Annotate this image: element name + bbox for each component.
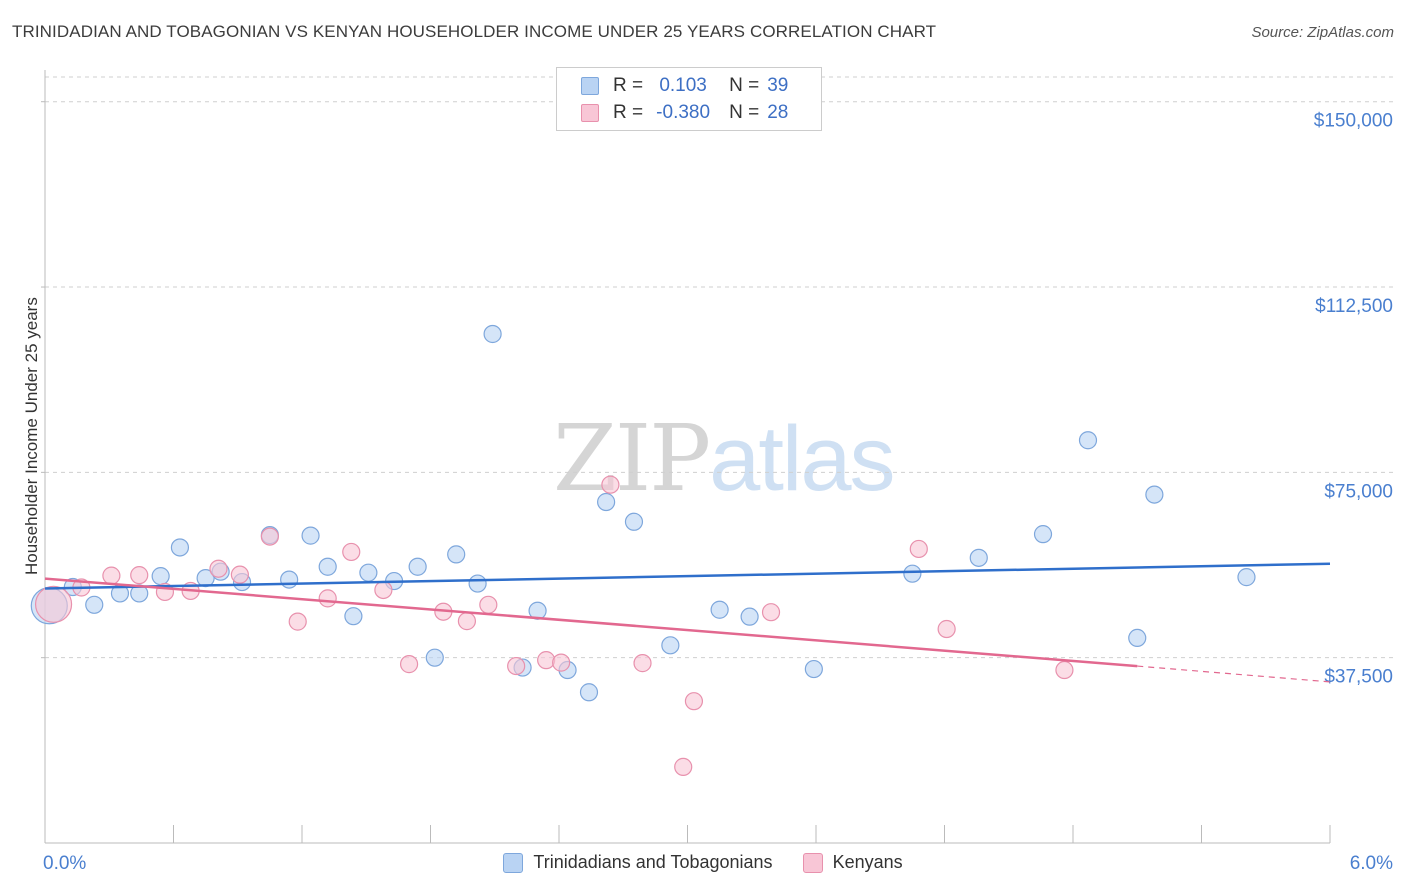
data-point-kenyan bbox=[761, 603, 781, 622]
y-tick-label: $37,500 bbox=[1324, 667, 1393, 688]
data-point-trinidadian bbox=[359, 563, 378, 582]
data-point-trinidadian bbox=[425, 648, 444, 667]
series-name: Trinidadians and Tobagonians bbox=[533, 852, 773, 872]
data-point-trinidadian bbox=[318, 557, 337, 576]
watermark: ZIPatlas bbox=[553, 405, 896, 512]
legend-row-trinidadian: R = 0.103 N = 39 bbox=[581, 72, 788, 100]
data-point-trinidadian bbox=[624, 512, 644, 531]
data-point-trinidadian bbox=[1237, 568, 1256, 587]
data-point-trinidadian bbox=[969, 548, 988, 567]
x-tick-label: 6.0% bbox=[1350, 853, 1393, 874]
data-point-kenyan bbox=[674, 757, 693, 776]
legend-r-value: -0.380 bbox=[656, 102, 711, 123]
series-legend-item-kenyan: Kenyans bbox=[802, 852, 903, 873]
x-tick-label: 0.0% bbox=[43, 853, 86, 874]
data-point-kenyan bbox=[318, 589, 337, 608]
data-point-kenyan bbox=[102, 566, 121, 585]
data-point-trinidadian bbox=[579, 683, 599, 702]
y-tick-label: $112,500 bbox=[1315, 296, 1393, 317]
data-point-kenyan bbox=[399, 655, 419, 674]
legend-row-kenyan: R = -0.380 N = 28 bbox=[581, 99, 788, 127]
data-point-trinidadian bbox=[661, 636, 680, 655]
data-point-trinidadian bbox=[280, 570, 299, 589]
data-point-kenyan bbox=[601, 475, 620, 494]
data-point-trinidadian bbox=[740, 607, 759, 626]
data-point-kenyan bbox=[684, 692, 704, 711]
watermark-zip: ZIP bbox=[553, 405, 711, 512]
data-point-trinidadian bbox=[903, 564, 922, 583]
legend-swatch-blue bbox=[581, 77, 599, 95]
legend-n-label: N = bbox=[729, 75, 760, 96]
y-axis-label: Householder Income Under 25 years bbox=[22, 297, 41, 575]
data-point-kenyan bbox=[552, 653, 571, 672]
series-name: Kenyans bbox=[832, 852, 903, 872]
data-point-kenyan bbox=[937, 619, 956, 639]
chart-title: TRINIDADIAN AND TOBAGONIAN VS KENYAN HOU… bbox=[12, 22, 937, 41]
y-tick-label: $150,000 bbox=[1314, 111, 1393, 132]
data-point-trinidadian bbox=[468, 574, 487, 593]
data-point-kenyan bbox=[130, 566, 149, 585]
data-point-kenyan bbox=[260, 527, 279, 546]
data-point-kenyan bbox=[507, 656, 526, 676]
data-point-trinidadian bbox=[344, 607, 363, 626]
series-swatch-pink bbox=[802, 852, 823, 873]
trend-line-kenyan bbox=[44, 577, 1138, 668]
data-point-trinidadian bbox=[447, 545, 466, 564]
data-point-kenyan bbox=[537, 651, 556, 670]
data-point-trinidadian bbox=[1078, 431, 1098, 450]
data-point-kenyan bbox=[342, 542, 361, 562]
legend-r-value: 0.103 bbox=[659, 75, 707, 96]
trend-line-trinidadian bbox=[44, 562, 1331, 590]
correlation-legend: R = 0.103 N = 39 R = -0.380 N = 28 bbox=[556, 67, 822, 131]
data-point-trinidadian bbox=[85, 595, 104, 614]
data-point-trinidadian bbox=[301, 526, 320, 545]
data-point-trinidadian bbox=[151, 567, 170, 586]
watermark-atlas: atlas bbox=[709, 408, 895, 510]
data-point-kenyan bbox=[288, 612, 307, 631]
data-point-kenyan bbox=[1055, 660, 1074, 680]
data-point-kenyan bbox=[374, 580, 393, 600]
legend-r-label: R = bbox=[613, 102, 644, 123]
source-credit: Source: ZipAtlas.com bbox=[1251, 24, 1394, 41]
data-point-trinidadian bbox=[483, 324, 502, 344]
data-point-trinidadian bbox=[597, 492, 616, 512]
data-point-kenyan bbox=[633, 654, 652, 673]
data-point-trinidadian bbox=[1033, 525, 1053, 544]
legend-swatch-pink bbox=[581, 104, 599, 122]
data-point-trinidadian bbox=[1128, 628, 1147, 648]
data-point-kenyan bbox=[479, 595, 498, 614]
data-point-kenyan bbox=[209, 559, 228, 578]
series-legend-item-trinidadian: Trinidadians and Tobagonians bbox=[503, 852, 773, 873]
data-point-trinidadian bbox=[804, 659, 823, 679]
y-tick-label: $75,000 bbox=[1324, 481, 1393, 502]
data-point-kenyan bbox=[909, 539, 928, 559]
legend-n-value: 39 bbox=[767, 75, 789, 96]
legend-n-value: 28 bbox=[767, 102, 789, 123]
data-point-kenyan bbox=[457, 612, 477, 631]
data-point-trinidadian bbox=[1145, 485, 1164, 504]
data-point-trinidadian bbox=[170, 538, 190, 557]
series-legend: Trinidadians and Tobagonians Kenyans bbox=[0, 852, 1406, 873]
data-point-trinidadian bbox=[408, 557, 427, 576]
data-point-kenyan bbox=[34, 585, 73, 623]
legend-n-label: N = bbox=[729, 102, 760, 123]
trend-line-extension-kenyan bbox=[1137, 665, 1331, 683]
legend-r-label: R = bbox=[613, 75, 644, 96]
series-swatch-blue bbox=[503, 852, 524, 873]
data-point-kenyan bbox=[230, 565, 249, 584]
data-point-trinidadian bbox=[710, 600, 729, 619]
